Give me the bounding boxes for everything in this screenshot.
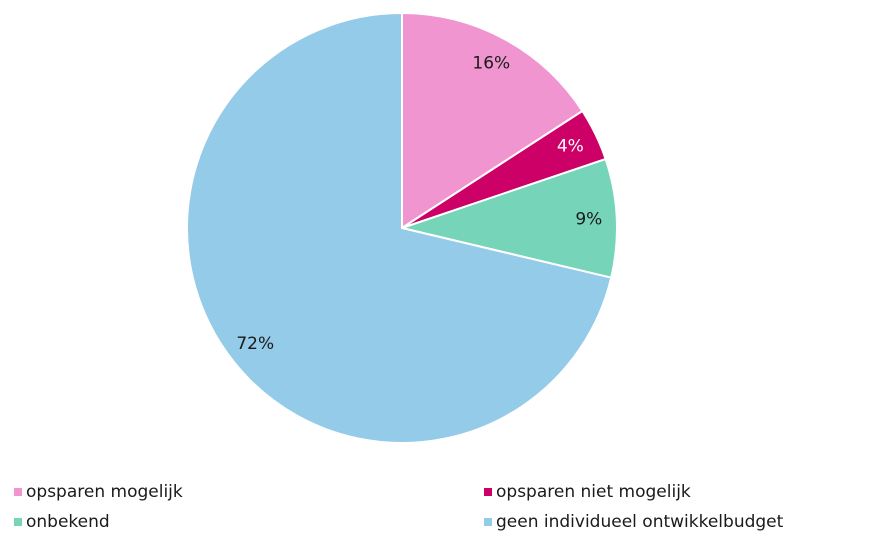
data-label: 72% <box>236 334 274 354</box>
legend-label: opsparen niet mogelijk <box>496 482 691 502</box>
legend-swatch <box>484 518 492 526</box>
pie-slice <box>401 11 584 230</box>
legend-label: geen individueel ontwikkelbudget <box>496 512 784 532</box>
data-label: 16% <box>472 54 510 74</box>
data-label: 4% <box>557 136 584 156</box>
legend-swatch <box>14 518 22 526</box>
legend-swatch <box>14 488 22 496</box>
pie-slice <box>186 11 613 444</box>
data-label: 9% <box>575 209 602 229</box>
pie-slice <box>398 157 618 279</box>
legend-swatch <box>484 488 492 496</box>
legend-label: opsparen mogelijk <box>26 482 183 502</box>
legend-label: onbekend <box>26 512 110 532</box>
